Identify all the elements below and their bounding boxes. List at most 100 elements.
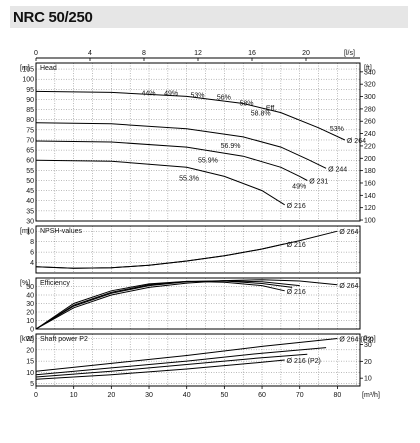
power-left-unit: [kW] [20,336,34,343]
bottom-axis-tick-label: 40 [183,392,191,399]
head-efficiency-label: 49% [164,90,178,97]
head-series-line [35,140,308,181]
npsh-left-unit: [m] [20,228,30,235]
power-right-tick-label: 10 [364,376,372,383]
efficiency-series-line [35,280,285,330]
head-left-tick-label: 70 [26,137,34,144]
head-efficiency-label: 53% [190,92,204,99]
top-axis-tick-label: 0 [34,50,38,57]
head-right-tick-label: 180 [364,168,376,175]
power-left-tick-label: 10 [26,370,34,377]
head-right-tick-label: 340 [364,69,376,76]
npsh-left-tick-label: 8 [30,239,34,246]
efficiency-series-line [35,280,293,330]
head-efficiency-label: 44% [141,90,155,97]
efficiency-panel-title: Efficiency [40,280,70,287]
bottom-axis-tick-label: 0 [34,392,38,399]
head-left-tick-label: 95 [26,87,34,94]
bottom-axis-tick-label: 10 [70,392,78,399]
head-series-label: Ø 231 [309,178,328,185]
head-left-tick-label: 80 [26,117,34,124]
npsh-left-tick-label: 6 [30,250,34,257]
efficiency-panel-frame [35,277,361,330]
top-axis-tick-label: 4 [88,50,92,57]
head-left-unit: [m] [20,65,30,72]
head-series-line [35,159,285,206]
head-efficiency-label: 56% [217,94,231,101]
head-right-tick-label: 260 [364,119,376,126]
head-series-line [35,90,346,141]
bottom-axis-tick-label: 80 [333,392,341,399]
npsh-panel-title: NPSH-values [40,228,83,235]
head-efficiency-label: 55.3% [179,175,199,182]
efficiency-left-tick-label: 20 [26,310,34,317]
npsh-series-label: Ø 264 [339,229,358,236]
head-left-tick-label: 75 [26,127,34,134]
head-efficiency-label: 49% [292,184,306,191]
head-right-tick-label: 200 [364,156,376,163]
head-left-tick-label: 50 [26,178,34,185]
head-right-tick-label: 320 [364,82,376,89]
head-left-tick-label: 60 [26,158,34,165]
head-efficiency-label: Eff. [266,106,276,113]
npsh-left-tick-label: 10 [26,229,34,236]
power-series-line [35,359,285,380]
efficiency-series-line [35,280,300,330]
head-series-label: Ø 216 [287,203,306,210]
npsh-panel-frame [35,225,361,274]
head-efficiency-label: 56.9% [221,143,241,150]
top-axis-tick-label: 12 [194,50,202,57]
power-right-unit: [hp] [364,336,376,343]
head-right-tick-label: 240 [364,131,376,138]
head-right-tick-label: 160 [364,180,376,187]
top-axis-unit: [l/s] [344,50,355,57]
head-left-tick-label: 105 [22,67,34,74]
head-panel-frame [35,62,361,222]
power-series-line [35,338,338,372]
power-right-tick-label: 20 [364,359,372,366]
efficiency-left-tick-label: 10 [26,318,34,325]
power-panel-frame [35,333,361,387]
bottom-axis-tick-label: 50 [220,392,228,399]
head-left-tick-label: 45 [26,188,34,195]
head-right-tick-label: 100 [364,218,376,225]
head-left-tick-label: 100 [22,77,34,84]
top-axis-tick-label: 8 [142,50,146,57]
head-series-label: Ø 244 [328,166,347,173]
power-series-line [35,353,308,378]
title-bar [10,6,408,28]
head-efficiency-label: 58.8% [251,111,271,118]
top-axis-tick-label: 16 [248,50,256,57]
power-left-tick-label: 15 [26,359,34,366]
efficiency-left-unit: [%] [20,280,30,287]
efficiency-left-tick-label: 30 [26,301,34,308]
head-right-tick-label: 120 [364,205,376,212]
head-left-tick-label: 65 [26,148,34,155]
power-series-label: Ø 264 (P2) [339,337,373,344]
bottom-axis-unit: [m³/h] [362,392,380,399]
power-left-tick-label: 25 [26,336,34,343]
head-left-tick-label: 35 [26,208,34,215]
efficiency-left-tick-label: 40 [26,293,34,300]
head-left-tick-label: 30 [26,219,34,226]
top-axis-tick-label: 20 [302,50,310,57]
head-right-tick-label: 140 [364,193,376,200]
head-efficiency-label: 55.9% [198,157,218,164]
efficiency-left-tick-label: 0 [30,327,34,334]
head-right-tick-label: 300 [364,94,376,101]
efficiency-series-label: Ø 216 [287,289,306,296]
power-series-label: Ø 216 (P2) [287,358,321,365]
head-right-tick-label: 280 [364,106,376,113]
efficiency-left-tick-label: 50 [26,284,34,291]
bottom-axis-tick-label: 30 [145,392,153,399]
power-left-tick-label: 5 [30,381,34,388]
chart-title: NRC 50/250 [13,9,93,26]
head-right-unit: [ft] [364,65,372,72]
efficiency-series-label: Ø 264 [339,283,358,290]
head-left-tick-label: 85 [26,107,34,114]
bottom-axis-tick-label: 70 [296,392,304,399]
head-right-tick-label: 220 [364,143,376,150]
head-left-tick-label: 55 [26,168,34,175]
head-efficiency-label: 58% [239,101,253,108]
head-left-tick-label: 40 [26,198,34,205]
